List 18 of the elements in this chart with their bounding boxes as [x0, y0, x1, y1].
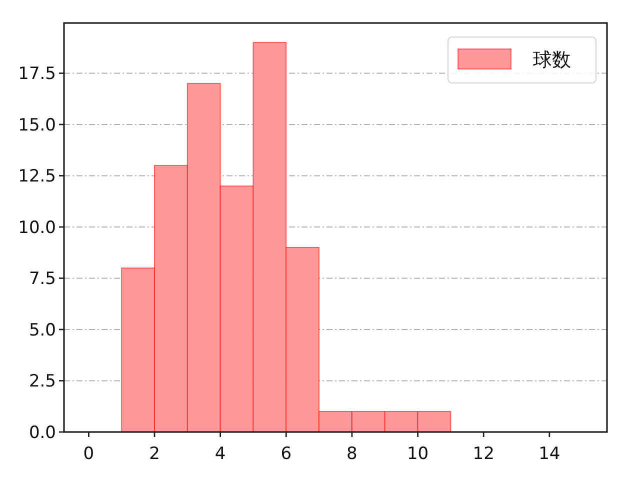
- x-tick-label: 4: [214, 444, 226, 464]
- x-tick-label: 0: [83, 444, 94, 464]
- y-tick-label: 5.0: [28, 320, 56, 340]
- x-tick-label: 8: [346, 444, 358, 464]
- y-tick-label: 0.0: [28, 423, 56, 443]
- x-tick-label: 10: [406, 444, 429, 464]
- x-tick-label: 14: [538, 444, 560, 464]
- x-tick-label: 2: [149, 444, 160, 464]
- y-tick-label: 7.5: [28, 269, 56, 290]
- x-tick-label: 6: [280, 444, 292, 464]
- y-tick-label: 10.0: [18, 218, 56, 238]
- y-tick-label: 2.5: [28, 372, 56, 392]
- x-tick-label: 12: [472, 444, 494, 464]
- legend: 球数: [448, 36, 596, 84]
- y-tick-label: 12.5: [18, 166, 56, 187]
- legend-label: 球数: [533, 49, 571, 71]
- y-tick-label: 17.5: [18, 64, 56, 84]
- y-tick-label: 15.0: [18, 115, 56, 136]
